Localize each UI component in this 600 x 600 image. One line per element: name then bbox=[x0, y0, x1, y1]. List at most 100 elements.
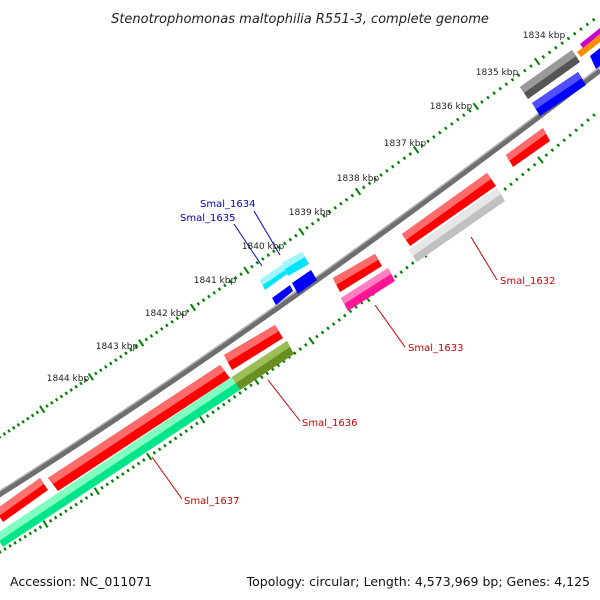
tick-label: 1835 kbp bbox=[476, 68, 519, 78]
tick-mark bbox=[23, 534, 27, 539]
tick-mark bbox=[504, 82, 509, 87]
tick-mark bbox=[361, 185, 366, 190]
inner-tick-track bbox=[0, 113, 596, 554]
tick-mark bbox=[516, 73, 521, 77]
tick-mark bbox=[38, 525, 43, 530]
tick-mark bbox=[136, 461, 141, 466]
tick-mark bbox=[16, 422, 21, 427]
tick-mark bbox=[385, 168, 389, 173]
tick-mark bbox=[173, 436, 178, 441]
tick-mark bbox=[586, 118, 590, 122]
accession-text: Accession: NC_011071 bbox=[10, 574, 153, 589]
tick-mark bbox=[227, 398, 231, 403]
tick-mark bbox=[250, 264, 254, 269]
tick-mark bbox=[337, 317, 341, 322]
gene-smal-1633-red[interactable] bbox=[333, 254, 382, 292]
gene-top-right-blue[interactable] bbox=[590, 48, 600, 69]
tick-mark bbox=[566, 36, 571, 41]
tick-mark bbox=[100, 485, 104, 490]
tick-mark bbox=[232, 395, 237, 399]
gene-smal-1632-gray[interactable] bbox=[409, 188, 505, 262]
tick-mark bbox=[456, 117, 460, 122]
tick-mark bbox=[498, 86, 502, 91]
tick-mark bbox=[211, 410, 215, 415]
gene-smal-1635-blue[interactable] bbox=[272, 270, 317, 305]
tick-mark bbox=[152, 451, 157, 455]
tick-mark bbox=[146, 452, 153, 461]
tick-mark bbox=[444, 126, 448, 131]
tick-mark bbox=[33, 528, 38, 533]
tick-mark bbox=[126, 468, 130, 473]
tick-mark bbox=[283, 241, 287, 246]
tick-mark bbox=[239, 272, 243, 277]
gene-smal-1637-main[interactable] bbox=[48, 365, 230, 491]
tick-mark bbox=[510, 77, 515, 82]
tick-label: 1840 kbp bbox=[242, 242, 285, 252]
tick-mark bbox=[304, 343, 308, 347]
tick-mark bbox=[533, 57, 541, 66]
tick-mark bbox=[154, 330, 159, 335]
tick-mark bbox=[196, 301, 201, 306]
gene-dark-gray[interactable] bbox=[520, 50, 580, 99]
tick-mark bbox=[503, 187, 507, 191]
tick-mark bbox=[131, 465, 136, 469]
tick-mark bbox=[592, 113, 596, 117]
tick-mark bbox=[261, 257, 265, 261]
gene-smal-1632-red[interactable] bbox=[402, 173, 496, 246]
gene-smal-1637-teal[interactable] bbox=[0, 377, 240, 547]
tick-label: 1844 kbp bbox=[47, 374, 90, 384]
tick-mark bbox=[333, 205, 337, 210]
gene-blue-upper[interactable] bbox=[532, 72, 586, 116]
gene-top-right-orange[interactable] bbox=[577, 28, 600, 57]
tick-mark bbox=[265, 371, 270, 376]
tick-mark bbox=[450, 122, 454, 126]
tick-mark bbox=[580, 123, 584, 128]
tick-mark bbox=[114, 358, 118, 362]
tick-mark bbox=[50, 401, 54, 405]
tick-mark bbox=[260, 375, 264, 380]
tick-mark bbox=[420, 143, 424, 148]
tick-mark bbox=[134, 344, 138, 349]
tick-mark bbox=[509, 182, 513, 187]
tick-mark bbox=[79, 499, 84, 504]
gene-smal-1633-pink[interactable] bbox=[341, 268, 395, 311]
genome-backbone bbox=[0, 66, 600, 498]
tick-mark bbox=[233, 276, 238, 280]
tick-mark bbox=[8, 544, 12, 548]
tick-mark bbox=[110, 479, 115, 483]
tick-mark bbox=[354, 187, 362, 196]
tick-mark bbox=[480, 100, 484, 104]
tick-mark bbox=[69, 506, 73, 510]
gene-smal-1636-olive[interactable] bbox=[232, 341, 294, 390]
tick-mark bbox=[373, 177, 378, 182]
gene-upper-red[interactable] bbox=[506, 128, 550, 167]
tick-mark bbox=[0, 550, 2, 554]
tick-mark bbox=[7, 429, 11, 433]
tick-mark bbox=[216, 406, 221, 411]
tick-mark bbox=[53, 515, 58, 520]
tick-mark bbox=[28, 531, 32, 536]
tick-mark bbox=[520, 172, 525, 177]
tick-mark bbox=[201, 298, 206, 303]
tick-mark bbox=[390, 164, 395, 169]
tick-mark bbox=[410, 261, 415, 266]
tick-mark bbox=[326, 326, 330, 331]
gene-smal-1634-cyan[interactable] bbox=[260, 252, 309, 290]
tick-mark bbox=[159, 327, 164, 331]
outer-tick-track bbox=[0, 17, 596, 439]
tick-mark bbox=[486, 95, 490, 100]
tick-mark bbox=[402, 156, 407, 161]
tick-mark bbox=[331, 322, 336, 326]
tick-mark bbox=[243, 387, 248, 391]
gene-smal-1637-forward[interactable] bbox=[0, 478, 48, 522]
tick-mark bbox=[138, 339, 145, 347]
tick-mark bbox=[574, 128, 578, 133]
gene-smal-1636-red[interactable] bbox=[224, 325, 283, 370]
tick-mark bbox=[238, 391, 242, 395]
tick-mark bbox=[217, 287, 222, 291]
tick-mark bbox=[115, 475, 120, 480]
tick-mark bbox=[170, 319, 174, 324]
tick-mark bbox=[243, 266, 250, 275]
tick-mark bbox=[99, 368, 103, 373]
